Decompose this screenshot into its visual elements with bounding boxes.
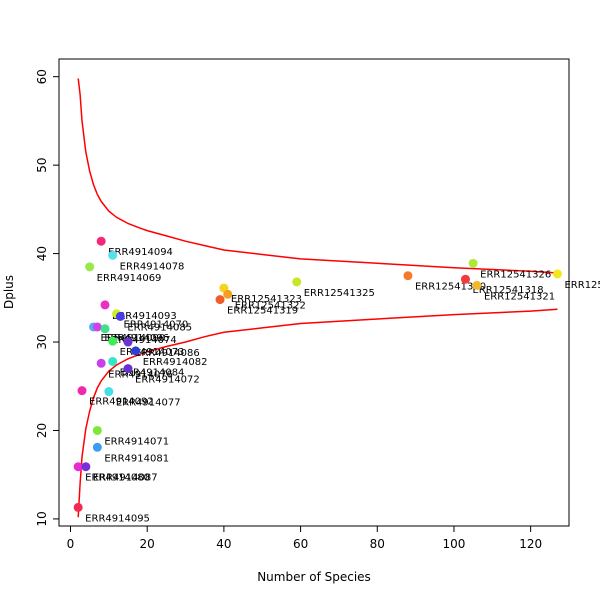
data-point xyxy=(123,337,133,347)
point-label: ERR4914080 xyxy=(85,473,150,484)
data-point xyxy=(115,311,125,321)
x-tick-label: 100 xyxy=(443,537,466,551)
data-point xyxy=(215,295,225,305)
funnel-upper-line xyxy=(77,78,558,274)
data-point xyxy=(104,387,114,397)
data-point xyxy=(108,250,118,260)
x-tick-label: 80 xyxy=(370,537,385,551)
point-label: ERR12541323 xyxy=(231,294,302,305)
data-point xyxy=(131,346,141,356)
data-point xyxy=(96,236,106,246)
x-tick-label: 120 xyxy=(519,537,542,551)
x-axis-title: Number of Species xyxy=(257,570,371,584)
y-axis: 10 20 30 40 50 60 xyxy=(35,69,59,527)
data-point xyxy=(73,462,83,472)
point-label: ERR12541320 xyxy=(415,282,486,293)
data-point xyxy=(472,280,482,290)
data-point xyxy=(77,386,87,396)
point-label: ERR12541322 xyxy=(235,300,306,311)
point-label: ERR4914076 xyxy=(108,369,173,380)
point-label: ERR4914087 xyxy=(93,473,158,484)
point-label: ERR4914096 xyxy=(104,333,169,344)
point-label: ERR1254132 xyxy=(564,280,600,291)
point-label: ERR4914094 xyxy=(108,247,173,258)
data-point xyxy=(92,322,102,332)
point-label: ERR12541321 xyxy=(484,291,555,302)
data-point xyxy=(403,271,413,281)
point-label: ERR4914077 xyxy=(116,398,181,409)
y-tick-label: 10 xyxy=(35,511,49,526)
point-label: ERR4914085 xyxy=(127,322,192,333)
y-tick-label: 30 xyxy=(35,334,49,349)
y-tick-label: 20 xyxy=(35,423,49,438)
x-tick-label: 60 xyxy=(293,537,308,551)
data-point xyxy=(73,502,83,512)
point-label: ERR12541319 xyxy=(227,306,298,317)
point-label: ERR4914082 xyxy=(143,357,208,368)
point-label: ERR4914070 xyxy=(124,320,189,331)
point-label: ERR4914090 xyxy=(101,333,166,344)
data-point xyxy=(92,425,102,435)
point-label: ERR4914073 xyxy=(120,347,185,358)
point-label: ERR12541325 xyxy=(304,288,375,299)
point-label: ERR4914081 xyxy=(104,453,169,464)
y-tick-label: 60 xyxy=(35,69,49,84)
y-axis-title: Dplus xyxy=(2,275,16,309)
data-point xyxy=(92,442,102,452)
x-tick-label: 40 xyxy=(216,537,231,551)
point-label: ERR4914093 xyxy=(112,311,177,322)
y-tick-label: 40 xyxy=(35,246,49,261)
point-label: ERR12541326 xyxy=(480,269,551,280)
y-tick-label: 50 xyxy=(35,157,49,172)
point-label: ERR4914069 xyxy=(97,273,162,284)
funnel-lines xyxy=(77,78,558,518)
data-point xyxy=(85,262,95,272)
data-point xyxy=(468,258,478,268)
data-point xyxy=(552,269,562,279)
data-point xyxy=(223,289,233,299)
point-label: ERR4914084 xyxy=(120,367,185,378)
data-point xyxy=(81,462,91,472)
data-point xyxy=(96,358,106,368)
point-label: ERR4914071 xyxy=(104,436,169,447)
data-point xyxy=(100,324,110,334)
point-label: ERR4914078 xyxy=(120,261,185,272)
x-tick-label: 0 xyxy=(67,537,75,551)
data-point xyxy=(108,336,118,346)
point-label: ERR4914086 xyxy=(135,348,200,359)
data-point xyxy=(108,356,118,366)
data-point xyxy=(292,277,302,287)
point-label: ERR4914095 xyxy=(85,513,150,524)
data-point xyxy=(460,274,470,284)
funnel-lower-line xyxy=(77,308,558,518)
data-point xyxy=(123,364,133,374)
point-label: ERR12541318 xyxy=(472,285,543,296)
point-label: ERR4914072 xyxy=(135,375,200,386)
data-point xyxy=(100,300,110,310)
plot-frame xyxy=(58,58,570,527)
x-tick-label: 20 xyxy=(140,537,155,551)
point-label: ERR4914092 xyxy=(89,397,154,408)
point-label: ERR4914074 xyxy=(112,335,177,346)
x-axis: 0 20 40 60 80 100 120 xyxy=(67,526,542,551)
